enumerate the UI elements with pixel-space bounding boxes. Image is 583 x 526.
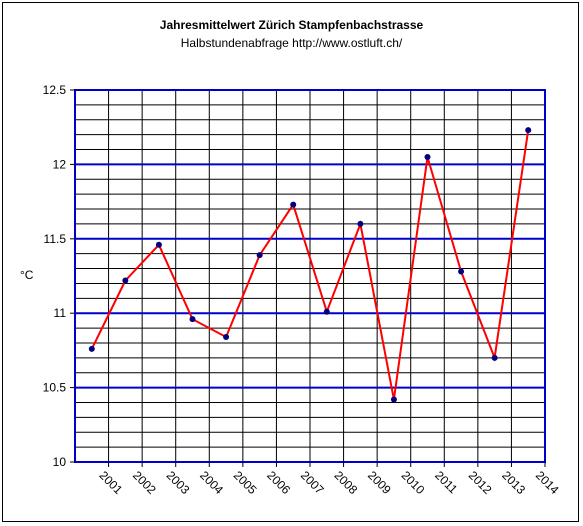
chart-title: Jahresmittelwert Zürich Stampfenbachstra… xyxy=(159,18,424,32)
series-group xyxy=(88,127,532,403)
x-tick-label: 2007 xyxy=(298,468,327,497)
x-tick-label: 2008 xyxy=(331,468,360,497)
x-tick-label: 2002 xyxy=(130,468,159,497)
data-point xyxy=(458,268,465,275)
data-point xyxy=(390,396,397,403)
y-tick-label: 12.5 xyxy=(43,83,67,97)
x-tick-label: 2010 xyxy=(399,468,428,497)
data-point xyxy=(256,252,263,259)
x-tick-label: 2004 xyxy=(197,468,226,497)
x-tick-label: 2003 xyxy=(164,468,193,497)
y-tick-label: 12 xyxy=(53,157,67,171)
data-point xyxy=(122,277,129,284)
data-point xyxy=(223,334,230,341)
y-axis-label: °C xyxy=(20,268,34,282)
y-tick-label: 10 xyxy=(53,455,67,469)
data-point xyxy=(424,153,431,160)
y-tick-label: 10.5 xyxy=(43,381,67,395)
x-tick-label: 2006 xyxy=(264,468,293,497)
y-tick-label: 11 xyxy=(54,306,67,320)
chart-frame xyxy=(2,2,579,522)
data-point xyxy=(323,308,330,315)
data-point xyxy=(491,354,498,361)
series-line xyxy=(90,130,530,400)
x-tick-label: 2011 xyxy=(432,468,460,496)
minor-gridlines xyxy=(75,90,545,462)
x-tick-label: 2012 xyxy=(466,468,495,497)
data-point xyxy=(189,316,196,323)
y-tick-label: 11.5 xyxy=(44,232,67,246)
data-point xyxy=(290,201,297,208)
data-point xyxy=(88,345,95,352)
data-point xyxy=(357,220,364,227)
x-tick-label: 2009 xyxy=(365,468,394,497)
x-tick-label: 2013 xyxy=(499,468,528,497)
chart-subtitle: Halbstundenabfrage http://www.ostluft.ch… xyxy=(180,36,403,50)
data-point xyxy=(525,127,532,134)
y-axis-ticks: 10 10.5 11 11.5 12 12.5 xyxy=(43,83,75,469)
x-tick-label: 2001 xyxy=(96,468,125,497)
x-tick-label: 2014 xyxy=(533,468,562,497)
x-tick-label: 2005 xyxy=(231,468,260,497)
data-point xyxy=(155,241,162,248)
x-axis-ticks: 2001 2002 2003 2004 2005 2006 2007 2008 2009 2010… xyxy=(96,462,562,497)
